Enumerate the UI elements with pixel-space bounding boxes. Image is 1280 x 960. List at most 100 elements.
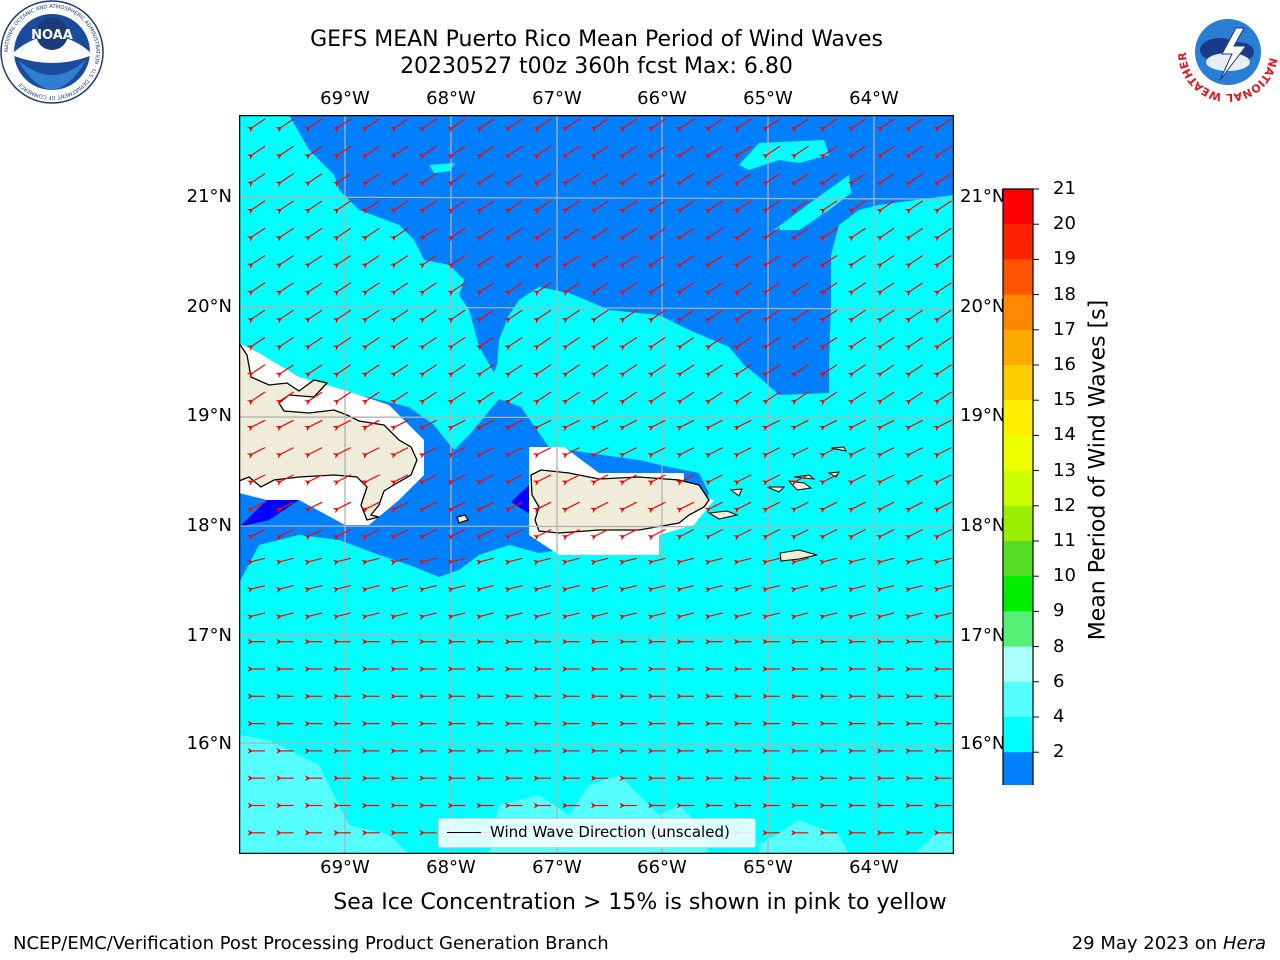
wind-arrow bbox=[447, 391, 466, 406]
wind-arrow bbox=[361, 501, 380, 514]
wind-arrow bbox=[618, 612, 637, 621]
wind-arrow bbox=[818, 200, 838, 215]
wind-arrow bbox=[818, 118, 838, 133]
wind-arrow bbox=[361, 200, 380, 215]
wind-arrow bbox=[590, 474, 609, 486]
wind-arrow bbox=[246, 474, 266, 486]
wind-arrow bbox=[532, 200, 552, 215]
wind-arrow bbox=[389, 447, 409, 459]
wind-arrow bbox=[675, 309, 695, 324]
wind-arrow bbox=[790, 501, 809, 514]
wind-arrow bbox=[647, 173, 666, 188]
wind-arrow bbox=[933, 173, 952, 188]
wind-arrow bbox=[275, 447, 294, 459]
wind-arrow bbox=[904, 227, 924, 242]
wind-arrow bbox=[933, 145, 952, 160]
wind-arrow bbox=[332, 227, 352, 242]
wind-arrow bbox=[847, 447, 866, 459]
wind-arrow bbox=[790, 200, 809, 215]
wind-arrow bbox=[475, 227, 495, 242]
period-under-2-region bbox=[511, 485, 531, 515]
lat-label-left: 17°N bbox=[186, 625, 232, 646]
lon-label-bottom: 66°W bbox=[637, 857, 687, 878]
lon-label-bottom: 67°W bbox=[532, 857, 582, 878]
wind-arrow bbox=[246, 282, 266, 297]
wind-arrow bbox=[933, 557, 952, 566]
wind-arrow bbox=[733, 336, 752, 351]
wind-arrow bbox=[561, 227, 580, 242]
wind-arrow bbox=[361, 585, 380, 593]
wind-arrow bbox=[618, 282, 638, 297]
wind-arrow bbox=[876, 557, 895, 566]
wind-arrow bbox=[876, 612, 895, 621]
wind-arrow bbox=[418, 336, 437, 351]
wind-arrow bbox=[704, 528, 723, 541]
lat-label-left: 18°N bbox=[186, 515, 232, 536]
wind-arrow bbox=[332, 474, 352, 486]
wind-arrow bbox=[676, 557, 695, 566]
wind-arrow bbox=[847, 364, 866, 379]
st-croix-island bbox=[779, 549, 818, 562]
wind-arrow bbox=[590, 447, 609, 459]
wind-arrow bbox=[332, 255, 352, 269]
wind-arrow bbox=[761, 474, 781, 486]
wind-arrow bbox=[704, 118, 723, 133]
wind-arrow bbox=[876, 309, 895, 324]
wind-arrow bbox=[704, 255, 723, 269]
wind-arrow bbox=[447, 255, 466, 269]
lon-label-top: 64°W bbox=[849, 88, 899, 109]
wind-arrow bbox=[246, 309, 266, 324]
wind-arrow bbox=[904, 447, 924, 459]
wind-arrow bbox=[332, 419, 352, 432]
wind-arrow bbox=[561, 255, 580, 269]
wind-arrow bbox=[275, 255, 294, 269]
wind-arrow bbox=[389, 474, 409, 486]
wind-arrow bbox=[475, 173, 495, 188]
wind-arrow bbox=[933, 419, 952, 432]
colorbar-tick-label: 15 bbox=[1053, 389, 1076, 411]
wind-arrow bbox=[618, 391, 638, 406]
wind-arrow bbox=[933, 474, 952, 486]
wind-arrow bbox=[704, 282, 723, 297]
wind-arrow bbox=[532, 419, 552, 432]
wind-arrow bbox=[818, 145, 838, 160]
wind-arrow bbox=[532, 528, 552, 541]
wind-arrow bbox=[332, 528, 352, 541]
wind-arrow bbox=[361, 227, 380, 242]
wind-arrow bbox=[618, 447, 638, 459]
lat-label-left: 21°N bbox=[186, 186, 232, 207]
wind-arrow bbox=[876, 364, 895, 379]
wind-arrow bbox=[647, 557, 666, 566]
wind-arrow bbox=[561, 501, 580, 514]
wind-arrow bbox=[847, 173, 866, 188]
wind-arrow bbox=[275, 557, 294, 566]
wind-arrow bbox=[532, 501, 552, 514]
colorbar-swatch bbox=[1003, 259, 1033, 296]
wind-arrow bbox=[504, 585, 523, 593]
wind-arrow bbox=[304, 501, 323, 514]
wind-arrow bbox=[447, 118, 466, 133]
wind-arrow bbox=[361, 612, 380, 621]
sea-ice-note: Sea Ice Concentration > 15% is shown in … bbox=[333, 890, 947, 915]
wind-arrow bbox=[618, 501, 638, 514]
wind-arrow bbox=[904, 528, 924, 541]
wind-arrow bbox=[389, 145, 409, 160]
wind-arrow bbox=[761, 364, 781, 379]
wind-arrow bbox=[561, 282, 580, 297]
wind-arrow bbox=[246, 419, 266, 432]
wind-arrow bbox=[246, 255, 266, 269]
wind-arrow bbox=[475, 118, 495, 133]
wind-arrow bbox=[904, 391, 924, 406]
wind-arrow bbox=[561, 173, 580, 188]
wind-arrow bbox=[704, 447, 723, 459]
wind-arrow bbox=[876, 585, 895, 593]
wind-arrow bbox=[475, 255, 495, 269]
wind-arrow bbox=[618, 200, 638, 215]
wind-arrow bbox=[246, 364, 266, 379]
colorbar-swatch bbox=[1003, 400, 1033, 436]
wind-arrow bbox=[933, 585, 952, 593]
wind-arrow bbox=[818, 309, 838, 324]
wind-arrow bbox=[704, 585, 723, 593]
wind-arrow bbox=[704, 309, 723, 324]
wind-arrow bbox=[761, 255, 781, 269]
